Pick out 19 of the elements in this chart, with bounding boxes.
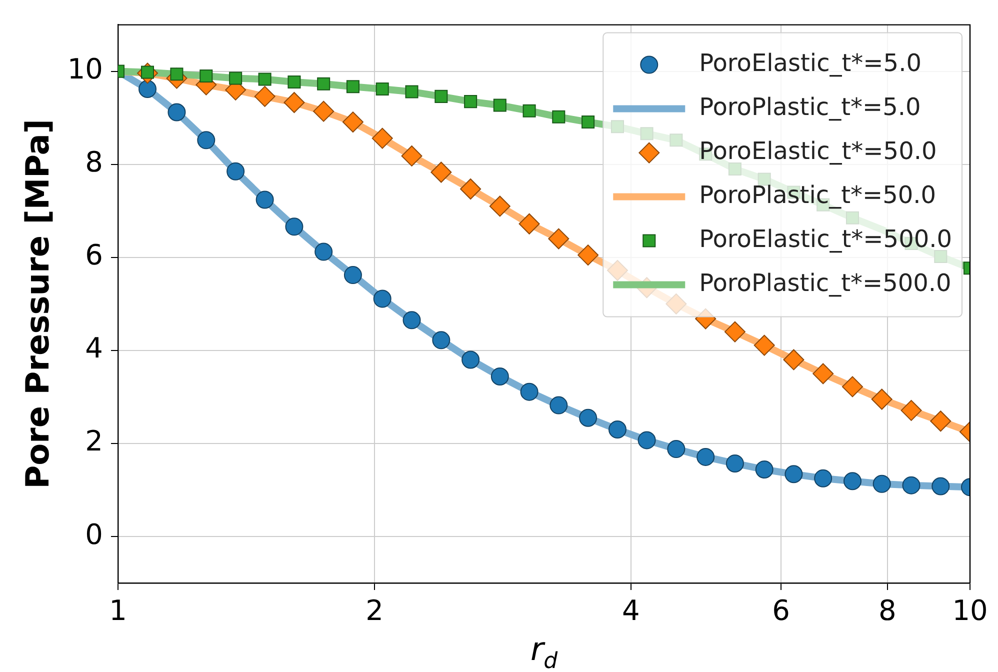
legend-label: PoroPlastic_t*=500.0 bbox=[699, 269, 952, 298]
y-tick-label: 0 bbox=[85, 518, 103, 551]
y-tick-label: 10 bbox=[67, 52, 103, 86]
x-tick-label: 1 bbox=[109, 594, 127, 628]
x-tick-label: 8 bbox=[878, 594, 896, 628]
y-tick-label: 2 bbox=[85, 424, 103, 458]
legend-label: PoroElastic_t*=500.0 bbox=[699, 225, 952, 254]
x-tick-label: 2 bbox=[366, 594, 384, 628]
x-tick-label: 4 bbox=[622, 594, 640, 628]
legend-label: PoroPlastic_t*=5.0 bbox=[699, 93, 921, 122]
legend-label: PoroPlastic_t*=50.0 bbox=[699, 181, 936, 210]
legend-label: PoroElastic_t*=50.0 bbox=[699, 137, 937, 166]
x-tick-label: 6 bbox=[772, 594, 790, 628]
legend-label: PoroElastic_t*=5.0 bbox=[699, 49, 922, 78]
y-tick-label: 6 bbox=[85, 238, 103, 272]
x-tick-label: 10 bbox=[952, 594, 988, 628]
y-tick-label: 8 bbox=[85, 146, 103, 179]
y-tick-label: 4 bbox=[85, 332, 103, 365]
y-axis-title: Pore Pressure [MPa] bbox=[18, 119, 56, 489]
